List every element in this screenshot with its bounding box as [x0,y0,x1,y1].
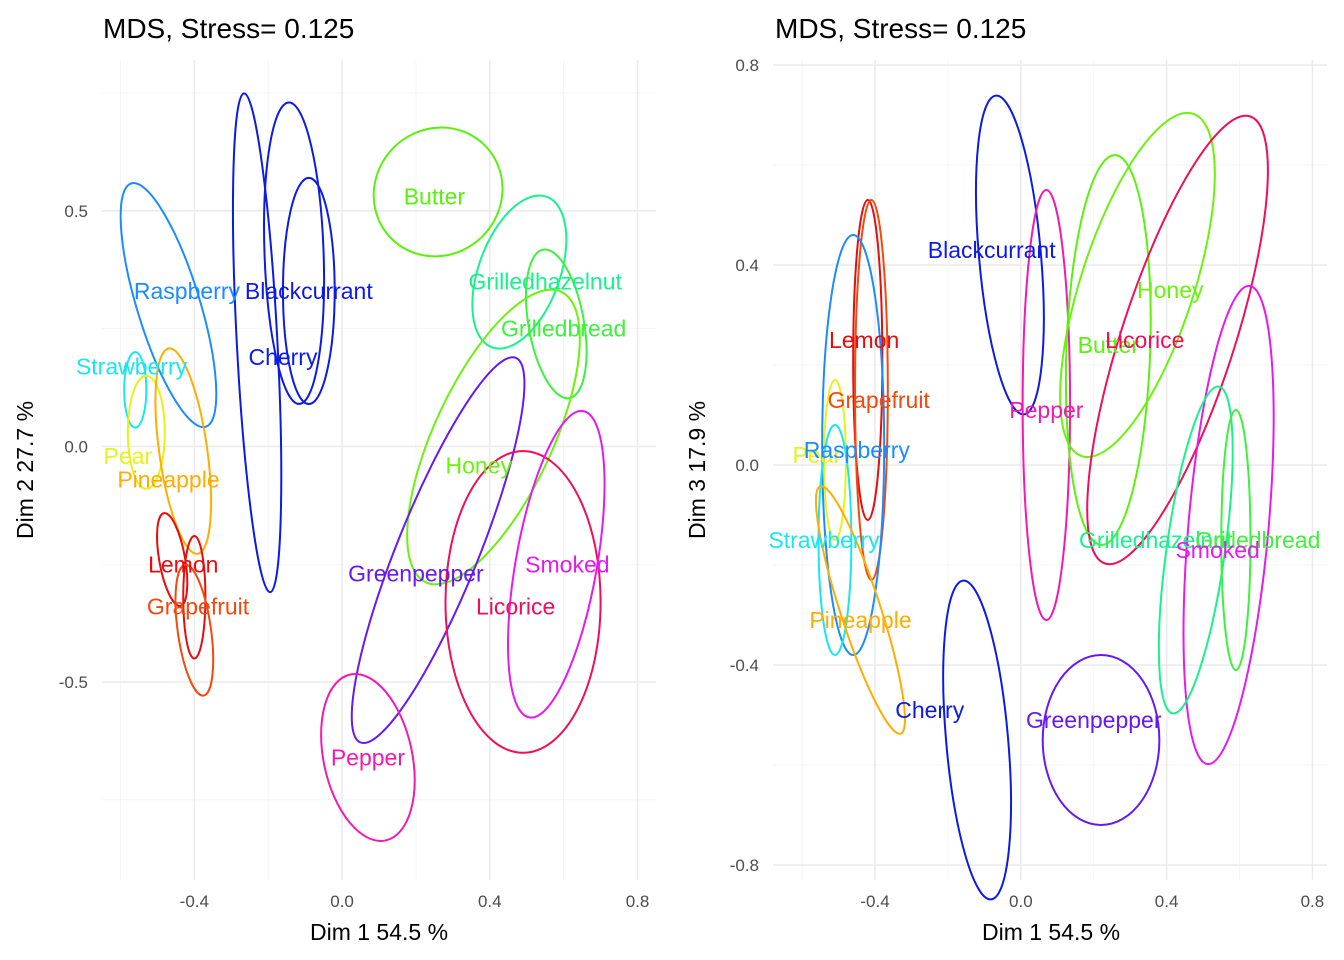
confidence-ellipse [471,194,568,350]
grid [773,60,1327,880]
product-label: Grapefruit [147,594,250,620]
x-tick-label: 0.0 [330,892,354,911]
y-tick-label: 0.5 [64,202,88,221]
tick-labels: -0.4 0.0 0.4 0.8 -0.8 -0.4 0.0 0.4 0.8 [730,56,1325,911]
y-tick-label: -0.8 [730,856,759,875]
product-label: Grilledbread [501,316,626,342]
product-label: Cherry [248,344,318,370]
confidence-ellipse [975,94,1045,416]
confidence-ellipse [444,450,602,754]
confidence-ellipse [156,512,189,608]
product-label: Smoked [525,551,609,577]
confidence-ellipse [507,409,606,719]
product-label: Honey [445,452,512,478]
confidence-ellipse [1064,154,1152,546]
confidence-ellipse [815,485,906,735]
confidence-ellipse [231,92,283,594]
product-label: Strawberry [76,353,188,379]
x-tick-label: -0.4 [180,892,209,911]
x-tick-label: -0.4 [860,892,889,911]
chart-title-right: MDS, Stress= 0.125 [775,13,1026,44]
product-label: Pineapple [809,607,911,633]
confidence-ellipse [126,374,166,490]
product-label: Grapefruit [828,387,931,413]
product-label: Pepper [1009,397,1084,423]
x-tick-label: 0.4 [1155,892,1179,911]
product-label: Blackcurrant [928,237,1056,263]
product-labels: Raspberry Blackcurrant Cherry Strawberry Pea… [76,184,626,771]
confidence-ellipse [406,288,581,586]
y-axis-title-right: Dim 3 17.9 % [684,401,710,539]
x-axis-title-right: Dim 1 54.5 % [982,919,1120,945]
product-label: Grilledbread [1195,527,1320,553]
product-label: Butter [1078,332,1140,358]
confidence-ellipse [350,356,526,744]
confidence-ellipse [119,182,218,429]
product-label: Raspberry [134,278,241,304]
product-label: Honey [1137,277,1204,303]
confidence-ellipse [1182,284,1275,766]
confidence-ellipse [320,672,416,842]
product-label: Licorice [1105,327,1184,353]
confidence-ellipse [1220,409,1252,671]
y-tick-label: 0.4 [735,256,759,275]
product-label: Smoked [1175,537,1259,563]
confidence-ellipse [123,351,148,429]
confidence-ellipses [815,94,1275,901]
confidence-ellipse [174,563,215,697]
confidence-ellipse [263,101,326,405]
x-tick-label: 0.8 [1301,892,1325,911]
confidence-ellipse [1157,385,1234,715]
confidence-ellipse [817,424,853,656]
confidence-ellipse [942,579,1012,901]
x-tick-label: 0.4 [478,892,502,911]
confidence-ellipse [1021,189,1072,621]
product-label: Lemon [148,551,218,577]
confidence-ellipse [281,176,336,406]
confidence-ellipses [119,92,606,842]
product-label: Cherry [895,697,965,723]
product-label: Pineapple [117,466,219,492]
y-tick-label: -0.5 [59,673,88,692]
confidence-ellipse [525,248,588,400]
x-tick-label: 0.8 [626,892,650,911]
chart-title-left: MDS, Stress= 0.125 [103,13,354,44]
y-axis-title-left: Dim 2 27.7 % [12,401,38,539]
product-label: Strawberry [768,527,880,553]
y-tick-label: -0.4 [730,656,759,675]
confidence-ellipse [1041,654,1161,826]
confidence-ellipse [154,347,213,555]
tick-labels: -0.4 0.0 0.4 0.8 -0.5 0.0 0.5 [59,202,650,911]
y-tick-label: 0.0 [64,437,88,456]
product-label: Grilledhazelnut [1079,527,1233,553]
product-label: Lemon [829,327,899,353]
mds-panel-dim1-dim3: MDS, Stress= 0.125 Dim 1 54.5 % Dim 3 17… [684,13,1327,945]
product-label: Pear [104,443,153,469]
product-label: Pear [792,442,841,468]
product-label: Greenpepper [348,561,484,587]
product-label: Licorice [476,594,555,620]
product-label: Raspberry [804,437,911,463]
product-label: Pepper [331,744,406,770]
confidence-ellipse [372,126,504,258]
x-tick-label: 0.0 [1009,892,1033,911]
product-label: Grilledhazelnut [468,268,622,294]
product-label: Blackcurrant [245,278,373,304]
confidence-ellipse [1059,111,1216,459]
confidence-ellipse [1086,114,1269,566]
mds-panel-dim1-dim2: MDS, Stress= 0.125 Dim 1 54.5 % Dim 2 27… [12,13,656,945]
confidence-ellipse [821,234,886,656]
product-label: Butter [404,184,466,210]
y-tick-label: 0.0 [735,456,759,475]
x-axis-title-left: Dim 1 54.5 % [310,919,448,945]
product-label: Greenpepper [1026,707,1162,733]
y-tick-label: 0.8 [735,56,759,75]
